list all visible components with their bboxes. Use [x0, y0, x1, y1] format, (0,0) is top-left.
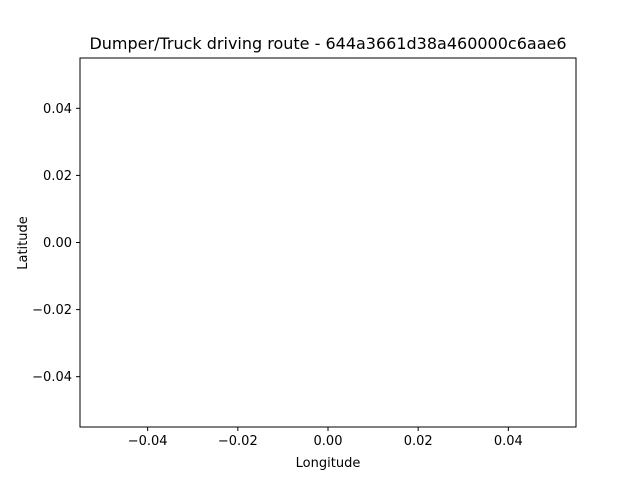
chart-title: Dumper/Truck driving route - 644a3661d38… [89, 34, 566, 53]
x-tick-label: −0.02 [218, 434, 258, 449]
x-axis-ticks: −0.04 −0.02 0.00 0.02 0.04 [128, 427, 523, 449]
y-tick-label: −0.04 [32, 370, 72, 385]
y-axis-label: Latitude [16, 216, 31, 270]
y-tick-label: 0.04 [43, 102, 72, 117]
plot-frame [79, 57, 577, 428]
y-tick-label: 0.02 [43, 169, 72, 184]
x-axis-label: Longitude [296, 456, 361, 471]
x-tick-label: 0.04 [494, 434, 523, 449]
x-tick-label: 0.02 [404, 434, 433, 449]
x-tick-label: 0.00 [314, 434, 343, 449]
x-tick-label: −0.04 [128, 434, 168, 449]
y-tick-label: −0.02 [32, 303, 72, 318]
y-axis-ticks: 0.04 0.02 0.00 −0.02 −0.04 [32, 102, 80, 385]
y-tick-label: 0.00 [43, 236, 72, 251]
